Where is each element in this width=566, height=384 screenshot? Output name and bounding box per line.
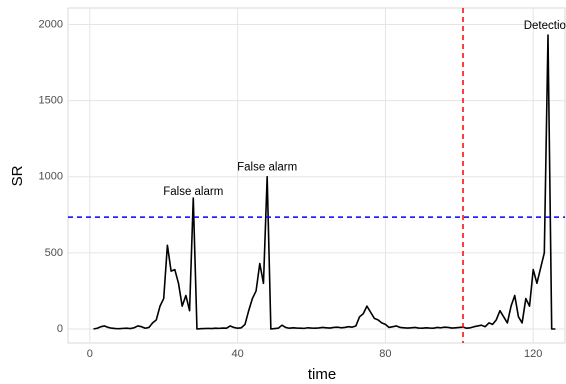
annotation: False alarm xyxy=(237,162,297,174)
x-axis-title: time xyxy=(308,366,336,383)
y-tick-label: 0 xyxy=(57,323,63,335)
annotation: Detection xyxy=(524,20,566,32)
x-tick-label: 40 xyxy=(231,348,243,360)
y-tick-label: 1000 xyxy=(39,171,63,183)
annotation: False alarm xyxy=(163,186,223,198)
panel xyxy=(67,7,566,344)
y-tick-label: 500 xyxy=(45,247,63,259)
line xyxy=(93,34,556,330)
x-tick-label: 80 xyxy=(379,348,391,360)
x-tick-label: 0 xyxy=(87,348,93,360)
x-tick-label: 120 xyxy=(524,348,542,360)
y-tick-label: 1500 xyxy=(39,94,63,106)
y-axis-title: SR xyxy=(9,165,26,186)
y-tick-label: 2000 xyxy=(39,18,63,30)
